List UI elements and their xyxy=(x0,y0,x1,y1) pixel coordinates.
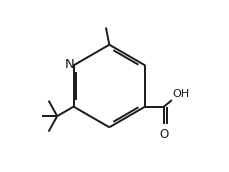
Text: OH: OH xyxy=(173,89,190,99)
Text: N: N xyxy=(64,58,74,71)
Text: O: O xyxy=(159,128,169,141)
